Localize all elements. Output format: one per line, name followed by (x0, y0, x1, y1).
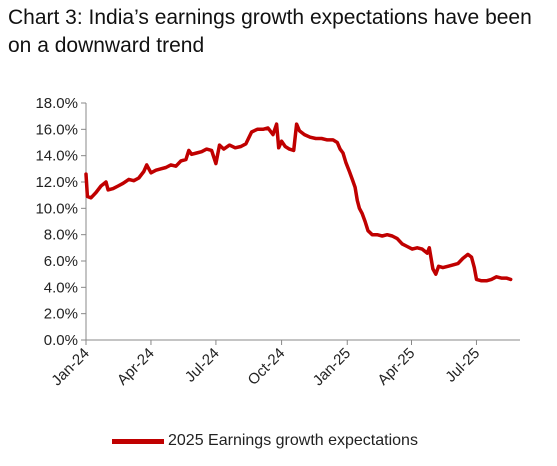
y-tick-label: 2.0% (44, 306, 78, 323)
x-tick-label: Apr-24 (114, 345, 158, 389)
series-layer (84, 122, 513, 283)
y-tick-label: 8.0% (44, 227, 78, 244)
series-line (84, 122, 513, 283)
y-tick-label: 6.0% (44, 253, 78, 270)
x-tick-label: Jan-25 (310, 345, 354, 389)
x-tick-label: Jul-24 (182, 345, 223, 386)
y-tick-label: 12.0% (35, 174, 78, 191)
y-tick-label: 16.0% (35, 121, 78, 138)
x-tick-label: Jan-24 (48, 345, 92, 389)
y-tick-label: 14.0% (35, 148, 78, 165)
legend-label: 2025 Earnings growth expectations (168, 432, 418, 449)
x-axis-ticks: Jan-24 Apr-24 Jul-24 Oct-24 Jan-25 Apr-25 Jul-… (48, 340, 483, 389)
y-tick-label: 0.0% (44, 332, 78, 349)
x-tick-label: Oct-24 (245, 345, 289, 389)
x-tick-label: Apr-25 (374, 345, 418, 389)
chart-title: Chart 3: India’s earnings growth expecta… (8, 6, 532, 57)
x-tick-label: Jul-25 (442, 345, 483, 386)
y-tick-label: 4.0% (44, 279, 78, 296)
legend-swatch (112, 438, 164, 444)
y-tick-label: 18.0% (35, 95, 78, 112)
chart-axes (85, 103, 520, 341)
y-tick-label: 10.0% (35, 200, 78, 217)
y-axis-ticks: 0.0% 2.0% 4.0% 6.0% 8.0% 10.0% 12.0% 14.0% 16.0%… (35, 95, 86, 349)
legend: 2025 Earnings growth expectations (112, 432, 418, 450)
